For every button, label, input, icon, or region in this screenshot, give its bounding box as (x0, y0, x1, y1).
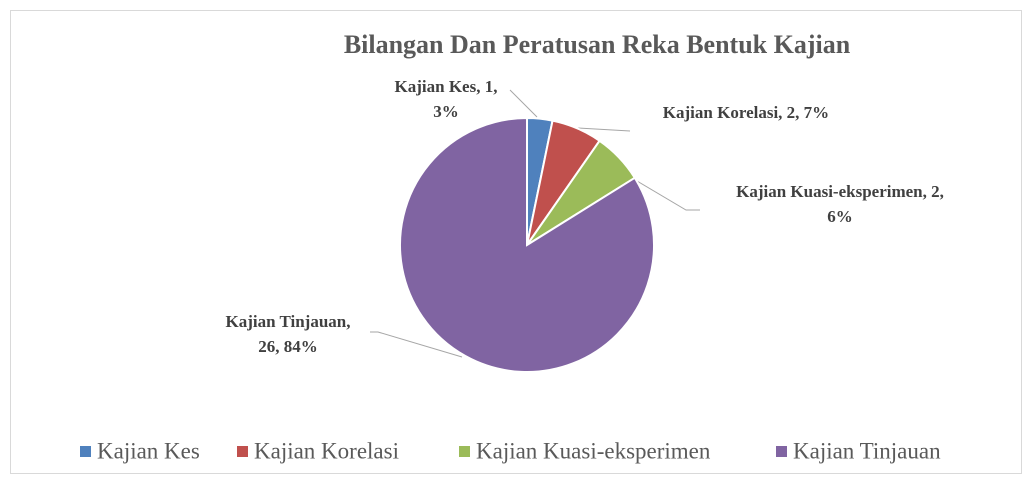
data-label: 6% (827, 207, 853, 226)
legend-label: Kajian Tinjauan (793, 438, 941, 463)
legend-label: Kajian Kes (97, 438, 200, 463)
data-label: Kajian Tinjauan, (225, 312, 350, 331)
data-label: 26, 84% (258, 337, 318, 356)
leader-line (631, 177, 700, 211)
legend-swatch (80, 446, 91, 457)
legend-swatch (237, 446, 248, 457)
legend-label: Kajian Kuasi-eksperimen (476, 438, 711, 463)
data-label: Kajian Korelasi, 2, 7% (663, 103, 829, 122)
data-label: Kajian Kuasi-eksperimen, 2, (736, 182, 944, 201)
data-label: Kajian Kes, 1, (395, 77, 498, 96)
leader-line (577, 127, 631, 132)
legend-label: Kajian Korelasi (254, 438, 399, 463)
legend-swatch (776, 446, 787, 457)
pie-slice (399, 116, 655, 373)
data-label: 3% (433, 102, 459, 121)
chart-title: Bilangan Dan Peratusan Reka Bentuk Kajia… (344, 30, 851, 59)
leader-line (509, 89, 538, 118)
legend-swatch (459, 446, 470, 457)
leader-line (370, 331, 463, 358)
